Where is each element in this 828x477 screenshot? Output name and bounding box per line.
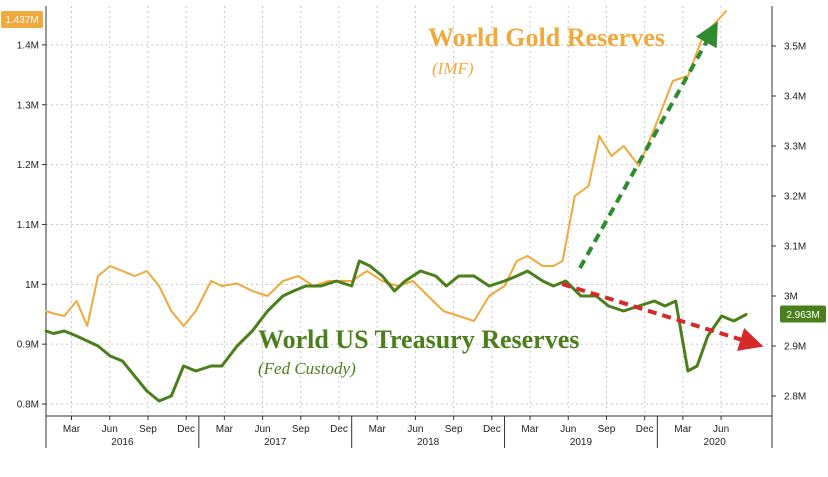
year-label: 2020 [704, 437, 727, 448]
arrows [561, 21, 764, 351]
year-label: 2019 [570, 437, 593, 448]
gold-trend-arrow [578, 21, 718, 269]
treasury-title: World US Treasury Reserves [258, 325, 579, 354]
gold-reserves-line [45, 10, 728, 327]
gold-title: World Gold Reserves [428, 23, 665, 52]
left-tick-label: 0.8M [17, 400, 39, 411]
gold-last-value-label: 1.437M [5, 15, 38, 26]
x-axis: Mar Jun Sep Dec Mar Jun Sep Dec Mar Jun Sep Dec Mar J… [45, 415, 773, 448]
x-tick-label: Mar [521, 424, 539, 435]
right-tick-label: 3.3M [784, 142, 806, 153]
right-tick-label: 2.8M [784, 392, 806, 403]
treasury-last-value-badge [780, 305, 826, 323]
x-tick-label: Mar [63, 424, 81, 435]
right-tick-label: 3.4M [784, 92, 806, 103]
x-tick-label: Jun [102, 424, 118, 435]
right-tick-label: 3.1M [784, 242, 806, 253]
x-tick-label: Dec [177, 424, 195, 435]
right-tick-label: 3M [784, 292, 798, 303]
right-tick-label: 3.2M [784, 192, 806, 203]
left-axis: 0.8M 0.9M 1M 1.1M 1.2M 1.3M 1.4M [17, 6, 47, 416]
year-label: 2018 [417, 437, 440, 448]
x-tick-label: Dec [483, 424, 501, 435]
left-tick-label: 1M [25, 280, 39, 291]
right-tick-label: 3.5M [784, 42, 806, 53]
x-tick-label: Dec [636, 424, 654, 435]
x-tick-label: Sep [445, 424, 463, 435]
gold-last-value-badge [1, 11, 43, 28]
x-tick-label: Mar [216, 424, 234, 435]
right-axis: 2.8M 2.9M 3M 3.1M 3.2M 3.3M 3.4M 3.5M [771, 6, 806, 416]
year-label: 2017 [264, 437, 287, 448]
x-tick-label: Sep [139, 424, 157, 435]
treasury-subtitle: (Fed Custody) [258, 359, 356, 378]
x-tick-label: Sep [292, 424, 310, 435]
grid [46, 6, 772, 416]
treasury-trend-arrow [561, 282, 764, 351]
left-tick-label: 1.4M [17, 40, 39, 51]
treasury-last-value-label: 2.963M [786, 310, 819, 321]
left-tick-label: 1.1M [17, 220, 39, 231]
x-tick-label: Jun [713, 424, 729, 435]
x-tick-label: Jun [560, 424, 576, 435]
x-tick-label: Dec [330, 424, 348, 435]
x-tick-label: Mar [369, 424, 387, 435]
gold-subtitle: (IMF) [432, 59, 474, 78]
left-tick-label: 1.2M [17, 160, 39, 171]
badges: 1.437M 2.963M [1, 11, 826, 323]
left-tick-label: 0.9M [17, 340, 39, 351]
left-tick-label: 1.3M [17, 100, 39, 111]
x-tick-label: Mar [674, 424, 692, 435]
right-tick-label: 2.9M [784, 342, 806, 353]
x-tick-label: Jun [255, 424, 271, 435]
x-tick-label: Jun [407, 424, 423, 435]
x-tick-label: Sep [598, 424, 616, 435]
year-label: 2016 [111, 437, 134, 448]
